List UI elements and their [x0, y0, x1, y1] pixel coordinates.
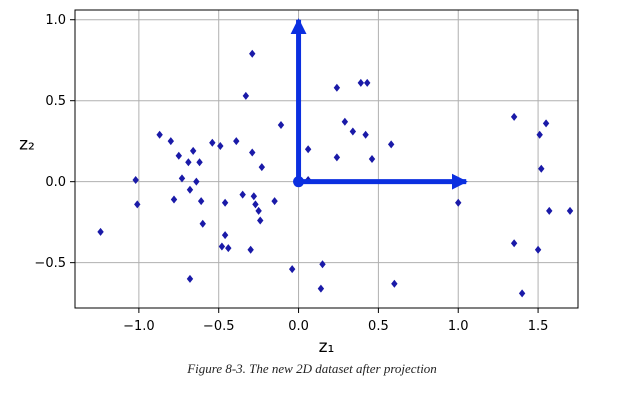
data-point	[333, 153, 341, 162]
figure-caption: Figure 8-3. The new 2D dataset after pro…	[187, 361, 437, 376]
data-point	[538, 164, 545, 173]
data-point	[217, 142, 224, 151]
data-point	[242, 91, 250, 100]
data-point	[196, 158, 203, 167]
data-point	[221, 231, 229, 240]
data-point	[132, 176, 139, 185]
data-point	[134, 200, 141, 209]
x-tick-label: −1.0	[123, 319, 155, 334]
data-point	[258, 163, 266, 172]
data-point	[357, 78, 365, 87]
plot-frame	[74, 9, 579, 309]
data-point	[221, 198, 229, 207]
data-point	[209, 138, 216, 147]
data-point	[542, 119, 550, 128]
data-point	[387, 140, 395, 149]
data-point	[175, 151, 182, 160]
y-tick-label: 1.0	[45, 13, 66, 28]
data-point	[566, 206, 574, 215]
data-point	[536, 130, 543, 139]
data-point	[249, 49, 256, 58]
y-tick-label: 0.0	[45, 175, 66, 190]
data-point	[178, 174, 186, 183]
data-point	[167, 137, 175, 146]
data-point	[193, 177, 200, 186]
data-point	[455, 198, 462, 207]
data-point	[97, 227, 104, 236]
data-point	[333, 83, 341, 92]
data-point	[252, 200, 259, 209]
data-point	[239, 190, 246, 199]
data-point	[317, 284, 325, 293]
data-point	[391, 279, 398, 288]
data-point	[288, 265, 296, 274]
x-tick-label: 0.5	[368, 319, 389, 334]
y-tick-label: 0.5	[45, 94, 66, 109]
data-point	[304, 145, 312, 154]
projection-axes	[290, 18, 468, 190]
data-point	[255, 206, 262, 215]
data-point	[197, 197, 205, 206]
data-point	[233, 137, 240, 146]
data-point	[218, 242, 226, 251]
x-tick-label: 1.0	[448, 319, 469, 334]
data-point	[250, 192, 258, 201]
data-point	[156, 130, 163, 139]
x-axis-label: z₁	[319, 337, 335, 357]
origin-point	[293, 176, 305, 188]
data-point	[271, 197, 278, 206]
scatter-chart: −1.0 −0.5 0.0 0.5 1.0 1.5 −0.5 0.0 0.5 1.0 z₁ z₂	[19, 9, 579, 357]
data-point	[186, 185, 194, 194]
x-tick-label: −0.5	[203, 319, 235, 334]
data-point	[189, 146, 197, 155]
y-tick-label: −0.5	[34, 256, 66, 271]
data-point	[510, 112, 518, 121]
data-point	[368, 155, 376, 163]
axis-ticks: −1.0 −0.5 0.0 0.5 1.0 1.5 −0.5 0.0 0.5 1.0	[34, 13, 548, 334]
data-point	[319, 260, 326, 269]
data-point	[225, 244, 232, 253]
data-point	[249, 148, 256, 157]
grid-lines	[75, 10, 578, 308]
data-point	[349, 127, 357, 136]
data-point	[341, 117, 349, 126]
x-tick-label: 1.5	[528, 319, 549, 334]
data-point	[277, 120, 285, 129]
data-point	[364, 78, 371, 87]
data-point	[510, 239, 518, 248]
data-point	[199, 219, 206, 228]
data-point	[170, 195, 178, 204]
x-tick-label: 0.0	[288, 319, 309, 334]
y-axis-label: z₂	[19, 134, 35, 154]
data-points	[97, 49, 574, 298]
data-point	[257, 216, 264, 225]
data-point	[534, 245, 542, 254]
data-point	[247, 245, 254, 254]
data-point	[185, 158, 192, 167]
data-point	[518, 289, 526, 298]
data-point	[362, 130, 369, 139]
data-point	[546, 206, 553, 215]
data-point	[186, 274, 194, 283]
